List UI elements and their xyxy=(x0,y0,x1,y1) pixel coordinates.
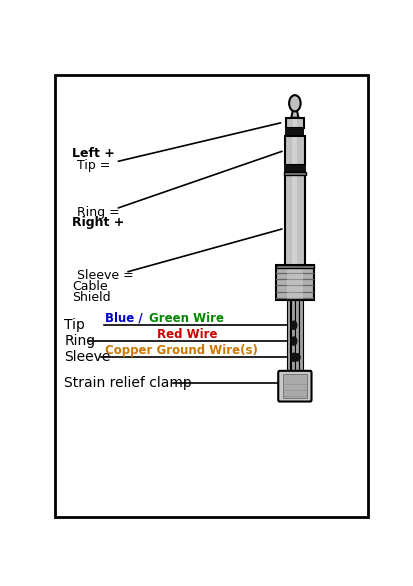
Bar xyxy=(286,118,304,128)
Text: Copper Ground Wire(s): Copper Ground Wire(s) xyxy=(105,345,258,357)
Bar xyxy=(276,265,314,301)
Text: Red Wire: Red Wire xyxy=(157,328,218,341)
Bar xyxy=(299,301,303,373)
Bar xyxy=(292,137,297,164)
Circle shape xyxy=(291,337,297,345)
Bar xyxy=(285,128,304,136)
Bar xyxy=(287,267,303,299)
Bar xyxy=(284,172,306,175)
Bar xyxy=(287,301,290,373)
Bar xyxy=(276,265,314,268)
Text: Blue /: Blue / xyxy=(105,312,147,325)
Bar xyxy=(283,374,307,398)
Text: Shield: Shield xyxy=(72,291,111,304)
FancyBboxPatch shape xyxy=(278,371,311,401)
Text: Strain relief clamp: Strain relief clamp xyxy=(64,376,192,390)
Text: Ring: Ring xyxy=(64,334,95,348)
Bar xyxy=(291,301,294,373)
Circle shape xyxy=(291,321,297,329)
Text: Tip =: Tip = xyxy=(76,159,110,172)
Text: Left +: Left + xyxy=(72,147,115,161)
Bar xyxy=(293,118,297,127)
Text: Ring =: Ring = xyxy=(76,206,119,219)
Text: Sleeve =: Sleeve = xyxy=(76,269,133,282)
Bar xyxy=(284,165,306,173)
Text: Cable: Cable xyxy=(72,281,108,294)
Text: Tip: Tip xyxy=(64,318,85,332)
Circle shape xyxy=(295,354,300,361)
Bar xyxy=(292,174,297,264)
Bar xyxy=(285,173,305,265)
Bar xyxy=(285,136,305,165)
Text: Green Wire: Green Wire xyxy=(149,312,223,325)
Text: Sleeve: Sleeve xyxy=(64,350,111,364)
Circle shape xyxy=(291,353,297,362)
Bar xyxy=(295,301,299,373)
Text: Right +: Right + xyxy=(72,216,125,229)
Polygon shape xyxy=(291,100,299,118)
Circle shape xyxy=(289,95,301,111)
